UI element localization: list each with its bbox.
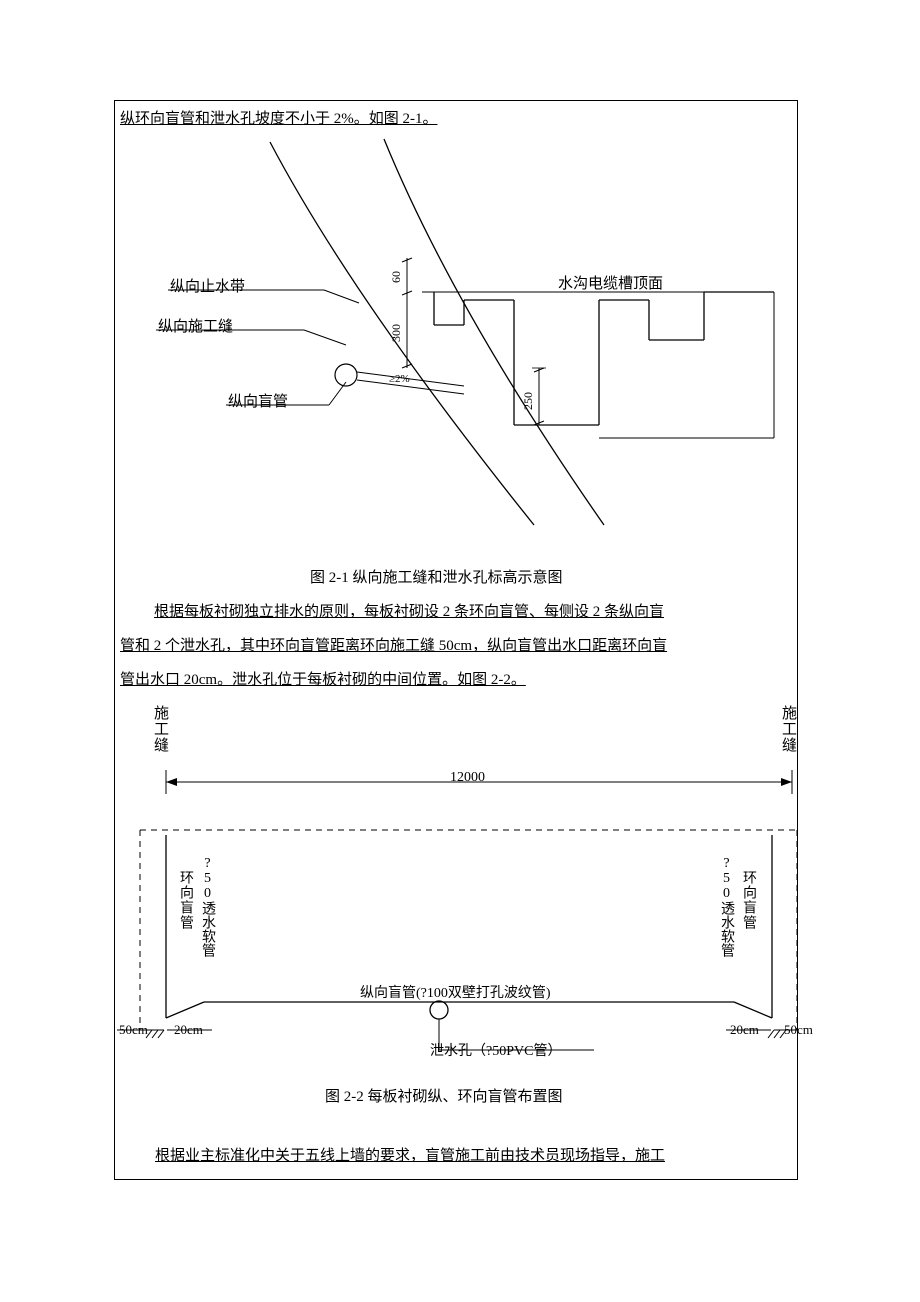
svg-text:60: 60 <box>389 271 403 283</box>
fig1-caption: 图 2-1 纵向施工缝和泄水孔标高示意图 <box>310 566 563 587</box>
figure1-svg: ≥2% 60 300 250 <box>114 130 798 550</box>
fig2-50cm-r: 50cm <box>784 1022 813 1038</box>
fig2-huanxiang-left: 环向盲管 <box>175 870 195 930</box>
fig2-20cm-r: 20cm <box>730 1022 759 1038</box>
fig1-label-shigongfeng: 纵向施工缝 <box>158 315 233 336</box>
fig2-shigongfeng-right: 施工缝 <box>778 705 799 753</box>
fig2-caption: 图 2-2 每板衬砌纵、环向盲管布置图 <box>325 1085 563 1106</box>
fig2-huanxiang-right: 环向盲管 <box>738 870 758 930</box>
fig2-toushui-left: ?50透水软管 <box>197 856 217 957</box>
para2-line2: 管和 2 个泄水孔，其中环向盲管距离环向施工缝 50cm，纵向盲管出水口距离环向… <box>120 634 667 655</box>
para2-line1: 根据每板衬砌独立排水的原则，每板衬砌设 2 条环向盲管、每侧设 2 条纵向盲 <box>154 600 664 621</box>
fig1-label-zhishuidai: 纵向止水带 <box>170 275 245 296</box>
fig1-label-mangguan: 纵向盲管 <box>228 390 288 411</box>
para2-line3: 管出水口 20cm。泄水孔位于每板衬砌的中间位置。如图 2-2。 <box>120 668 526 689</box>
fig2-dim-12000: 12000 <box>450 770 485 786</box>
fig2-zongxiang-label: 纵向盲管(?100双壁打孔波纹管) <box>360 982 551 1002</box>
svg-text:250: 250 <box>521 392 535 410</box>
fig2-20cm-l: 20cm <box>174 1022 203 1038</box>
fig2-toushui-right: ?50透水软管 <box>716 856 736 957</box>
intro-text: 纵环向盲管和泄水孔坡度不小于 2%。如图 2-1。 <box>120 107 438 128</box>
fig2-shigongfeng-left: 施工缝 <box>150 705 171 753</box>
fig1-label-shuigou: 水沟电缆槽顶面 <box>558 272 663 293</box>
fig2-xieshuikong-label: 泄水孔（?50PVC管） <box>430 1040 561 1060</box>
fig2-50cm-l: 50cm <box>119 1022 148 1038</box>
closing-text: 根据业主标准化中关于五线上墙的要求，盲管施工前由技术员现场指导，施工 <box>155 1144 665 1165</box>
svg-text:≥2%: ≥2% <box>389 373 410 385</box>
svg-text:300: 300 <box>389 324 403 342</box>
